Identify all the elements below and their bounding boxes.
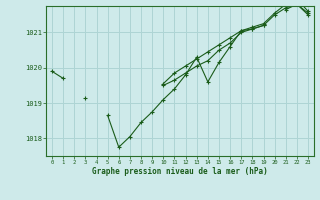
X-axis label: Graphe pression niveau de la mer (hPa): Graphe pression niveau de la mer (hPa)	[92, 167, 268, 176]
